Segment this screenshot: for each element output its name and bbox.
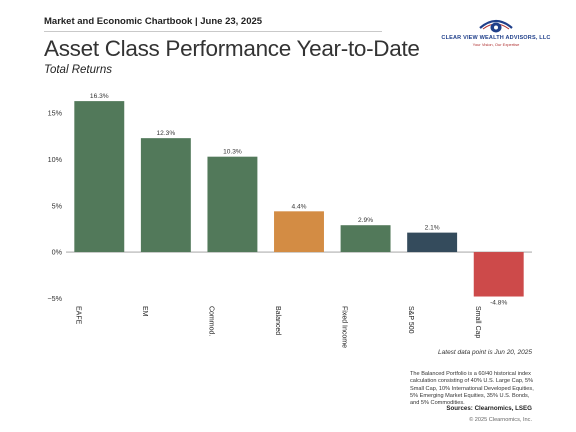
bar-value-label: 10.3% (223, 149, 242, 156)
x-category-label: Balanced (274, 306, 281, 335)
x-category-label: Fixed Income (341, 306, 348, 348)
page-title: Asset Class Performance Year-to-Date (44, 36, 420, 61)
bar-fixed-income (340, 225, 391, 253)
x-category-label: EM (141, 306, 148, 317)
company-logo: CLEAR VIEW WEALTH ADVISORS, LLC Your Vis… (436, 18, 556, 64)
eye-logo-icon (479, 19, 513, 33)
bar-value-label: 2.1% (425, 225, 440, 232)
y-tick-label: 10% (48, 155, 63, 164)
x-category-label: Commod. (207, 306, 214, 336)
x-category-label: Small Cap (474, 306, 481, 338)
x-category-label: EAFE (74, 306, 81, 325)
y-tick-label: 0% (52, 248, 63, 257)
logo-tagline: Your Vision, Our Expertise (472, 42, 520, 47)
y-tick-label: −5% (47, 294, 62, 303)
chartbook-header: Market and Economic Chartbook | June 23,… (44, 16, 263, 27)
page-subtitle: Total Returns (44, 64, 112, 76)
bar-balanced (274, 211, 324, 253)
y-tick-label: 15% (48, 109, 63, 118)
header-divider (44, 31, 382, 32)
copyright-label: © 2025 Clearnomics, Inc. (469, 417, 532, 423)
x-category-label: S&P 500 (407, 306, 414, 334)
bar-em (140, 138, 191, 253)
y-tick-label: 5% (52, 201, 63, 210)
balanced-portfolio-note: The Balanced Portfolio is a 60/40 histor… (410, 371, 534, 407)
bar-value-label: -4.8% (490, 300, 507, 307)
logo-company-name: CLEAR VIEW WEALTH ADVISORS, LLC (441, 35, 551, 41)
bar-small-cap (473, 252, 524, 297)
bar-value-label: 16.3% (90, 93, 109, 100)
bar-eafe (74, 101, 125, 253)
bar-value-label: 2.9% (358, 217, 373, 224)
bar-commod- (207, 156, 258, 253)
bar-value-label: 12.3% (157, 130, 176, 137)
latest-data-note: Latest data point is Jun 20, 2025 (438, 349, 532, 356)
sources-label: Sources: Clearnomics, LSEG (446, 405, 532, 412)
bar-s-p-500 (407, 232, 458, 253)
bar-value-label: 4.4% (291, 203, 306, 210)
